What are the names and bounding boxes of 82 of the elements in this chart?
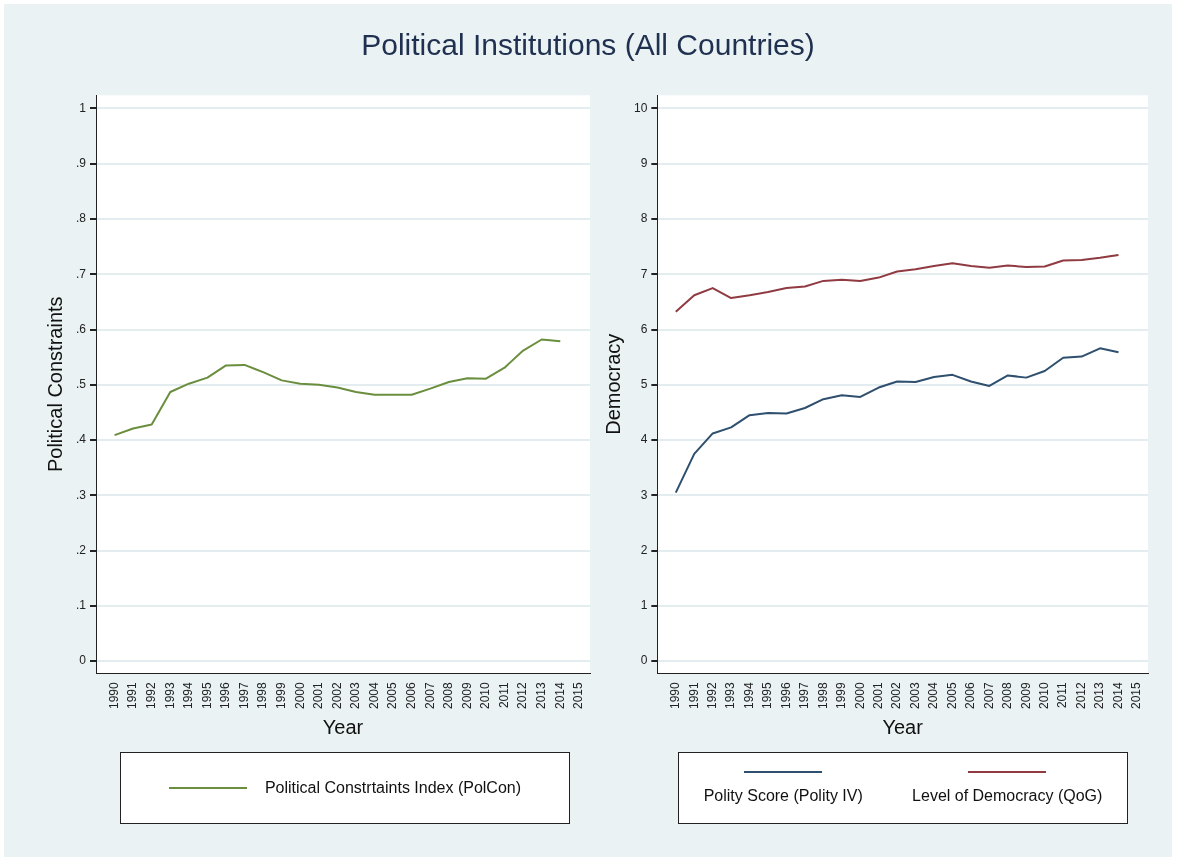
y-tick-label: .2 [75,542,87,557]
x-tick-label: 2014 [552,681,567,710]
x-tick-label: 2000 [292,681,307,710]
legend-label: Level of Democracy (QoG) [912,787,1103,805]
x-tick-label: 2006 [963,681,978,710]
x-tick-label: 1998 [255,681,270,710]
y-tick-label: .3 [75,487,87,502]
x-tick-label: 1995 [199,681,214,710]
y-tick-label: .7 [75,266,87,281]
x-tick-label: 1996 [778,681,793,710]
x-tick-label: 1993 [723,681,738,710]
x-tick-label: 2007 [422,681,437,710]
x-tick-label: 2004 [366,681,381,710]
x-tick-label: 2003 [907,681,922,710]
x-tick-label: 1990 [668,681,683,710]
x-tick-label: 1990 [106,681,121,710]
x-tick-label: 1992 [144,681,159,710]
x-tick-label: 2005 [944,681,959,710]
y-tick-label: 6 [640,321,648,336]
x-tick-label: 1991 [125,681,140,710]
x-tick-label: 1999 [834,681,849,710]
chart-title: Political Institutions (All Countries) [360,28,816,62]
y-tick-label: .4 [75,432,87,447]
y-axis-title: Democracy [601,333,624,435]
x-tick-label: 2002 [889,681,904,710]
x-tick-label: 2004 [926,681,941,710]
y-tick-label: 3 [640,487,648,502]
x-tick-label: 1996 [218,681,233,710]
x-tick-label: 2014 [1110,681,1125,710]
y-tick-label: 10 [633,100,648,115]
x-tick-label: 1997 [797,681,812,710]
y-tick-label: 2 [640,542,648,557]
x-tick-label: 2011 [496,681,511,709]
y-tick-label: .8 [75,211,87,226]
y-tick-label: 0 [640,653,648,668]
y-tick-label: 8 [640,211,648,226]
y-tick-label: 1 [640,598,648,613]
x-axis-title: Year [882,715,924,738]
x-axis-title: Year [322,715,364,738]
y-axis-title: Political Constraints [43,296,66,473]
x-tick-label: 2012 [515,681,530,710]
x-tick-label: 2015 [571,681,586,710]
x-tick-label: 2010 [478,681,493,710]
x-tick-label: 2009 [1018,681,1033,710]
x-tick-label: 1991 [686,681,701,710]
x-tick-label: 1999 [274,681,289,710]
x-tick-label: 1993 [162,681,177,710]
y-tick-label: .5 [75,377,87,392]
y-tick-label: 5 [640,377,648,392]
x-tick-label: 2001 [871,681,886,710]
x-tick-label: 2015 [1129,681,1144,710]
x-tick-label: 2000 [852,681,867,710]
x-tick-label: 2006 [404,681,419,710]
y-tick-label: 1 [79,100,87,115]
x-tick-label: 2012 [1073,681,1088,710]
x-tick-label: 2002 [329,681,344,710]
y-tick-label: 4 [640,432,648,447]
x-tick-label: 1994 [741,681,756,710]
y-tick-label: .6 [75,321,87,336]
x-tick-label: 2007 [981,681,996,710]
x-tick-label: 2005 [385,681,400,710]
x-tick-label: 2008 [1000,681,1015,710]
y-tick-label: 9 [640,156,648,171]
x-tick-label: 2010 [1037,681,1052,710]
x-tick-label: 2009 [459,681,474,710]
x-tick-label: 2013 [534,681,549,710]
x-tick-label: 2001 [311,681,326,710]
x-tick-label: 2008 [441,681,456,710]
y-tick-label: 0 [79,653,87,668]
x-tick-label: 2003 [348,681,363,710]
x-tick-label: 2011 [1055,681,1070,709]
legend-label: Political Constrtaints Index (PolCon) [264,779,522,797]
x-tick-label: 1995 [760,681,775,710]
x-tick-label: 1998 [815,681,830,710]
x-tick-label: 1997 [236,681,251,710]
y-tick-label: .9 [75,156,87,171]
x-tick-label: 2013 [1092,681,1107,710]
y-tick-label: .1 [75,598,87,613]
legend-label: Polity Score (Polity IV) [703,787,863,805]
y-tick-label: 7 [640,266,648,281]
x-tick-label: 1992 [705,681,719,710]
x-tick-label: 1994 [181,681,196,710]
